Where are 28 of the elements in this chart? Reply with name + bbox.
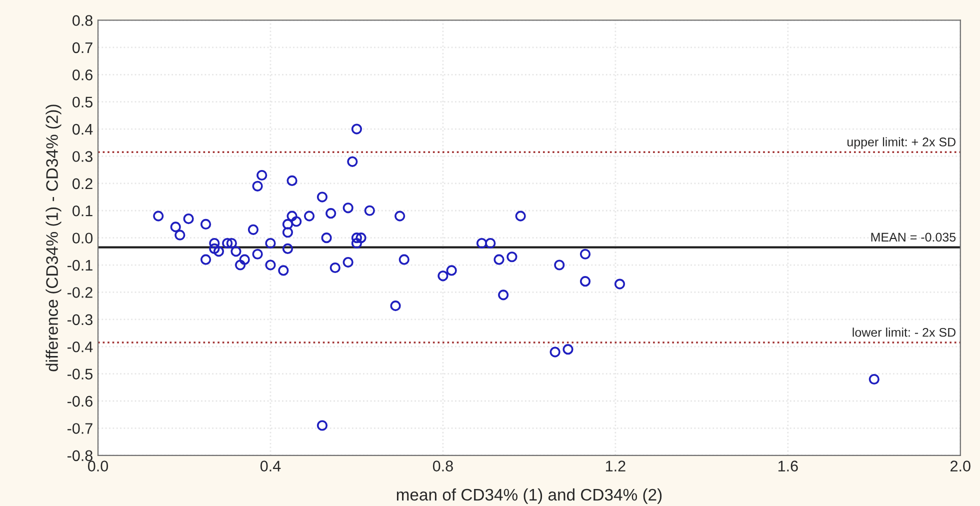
y-tick-label: 0.8 [72, 15, 92, 26]
y-tick-label: -0.7 [67, 423, 92, 434]
y-tick-label: -0.3 [67, 314, 92, 326]
y-tick-label: 0.0 [72, 232, 93, 244]
y-tick-label: -0.2 [67, 287, 92, 298]
y-tick-label: -0.8 [67, 450, 92, 462]
y-tick-label: 0.5 [72, 96, 92, 108]
y-tick-label: 0.7 [72, 42, 92, 54]
y-tick-label: 0.4 [72, 124, 93, 135]
x-axis-title: mean of CD34% (1) and CD34% (2) [396, 488, 662, 504]
x-tick-label: 1.2 [606, 460, 626, 472]
y-tick-label: 0.3 [72, 151, 92, 162]
x-tick-label: 2.0 [950, 460, 970, 472]
x-tick-label: 0.0 [88, 460, 108, 472]
y-tick-label: 0.1 [72, 205, 92, 216]
x-tick-label: 0.8 [432, 460, 453, 472]
ref-line-label: MEAN = -0.035 [871, 232, 956, 242]
y-tick-label: -0.6 [67, 396, 92, 407]
y-tick-label: -0.5 [67, 368, 92, 380]
y-tick-label: -0.1 [67, 260, 92, 271]
ref-line-label: lower limit: - 2x SD [852, 328, 956, 337]
y-tick-label: 0.6 [72, 70, 92, 80]
ref-line-label: upper limit: + 2x SD [847, 137, 956, 149]
y-tick-label: -0.4 [67, 341, 93, 352]
x-tick-label: 0.4 [260, 460, 281, 472]
x-tick-label: 1.6 [778, 460, 798, 472]
y-axis-title: difference (CD34% (1) - CD34% (2)) [46, 104, 62, 372]
y-tick-label: 0.2 [72, 178, 92, 190]
